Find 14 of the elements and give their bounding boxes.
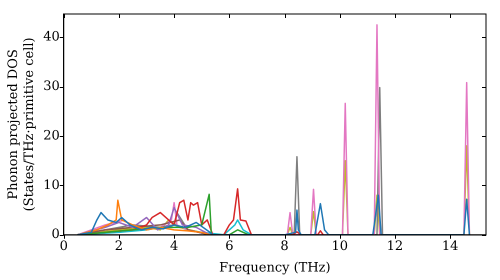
- x-tick-label: 10: [331, 238, 348, 254]
- x-tick-label: 2: [114, 238, 124, 254]
- x-axis-title: Frequency (THz): [219, 260, 331, 276]
- x-tick-label: 12: [386, 238, 404, 254]
- y-tick-label: 40: [43, 30, 60, 45]
- x-tick-label: 6: [225, 238, 234, 254]
- y-tick-label: 20: [43, 128, 60, 144]
- y-tick-label: 0: [51, 227, 60, 242]
- x-tick-label: 8: [280, 238, 289, 254]
- x-tick-label: 14: [442, 238, 458, 254]
- y-tick-label: 30: [43, 78, 60, 94]
- y-tick-label: 10: [43, 178, 60, 193]
- y-axis-title: Phonon projected DOS (States/THz·primitive cell): [6, 37, 37, 212]
- x-tick-label: 4: [170, 238, 178, 254]
